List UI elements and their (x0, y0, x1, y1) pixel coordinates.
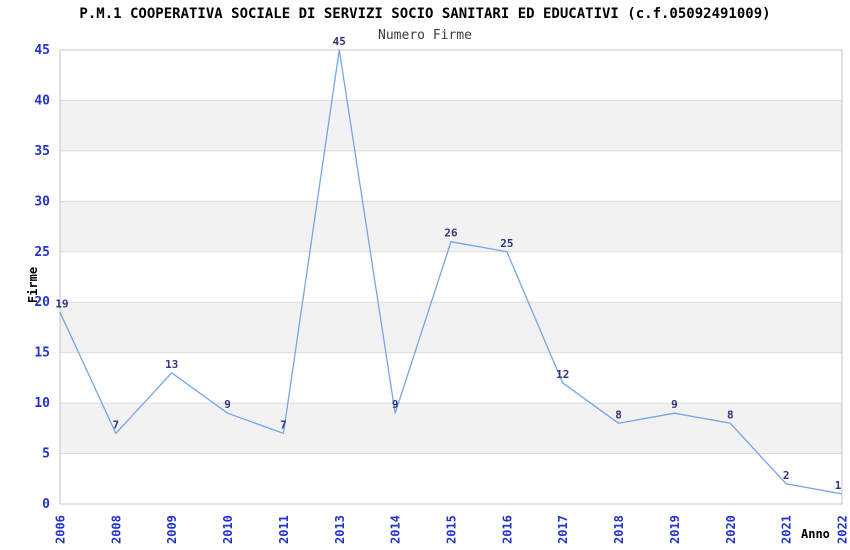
band-row (60, 403, 842, 454)
data-point-label: 8 (615, 408, 622, 421)
data-point-label: 8 (727, 408, 734, 421)
x-tick-label: 2022 (836, 515, 850, 544)
chart-title: P.M.1 COOPERATIVA SOCIALE DI SERVIZI SOC… (79, 6, 771, 22)
data-point-label: 9 (224, 398, 231, 411)
data-point-label: 7 (113, 418, 120, 431)
x-tick-label: 2015 (445, 515, 459, 544)
y-tick-label: 40 (34, 93, 50, 108)
data-line (59, 49, 843, 495)
y-tick-label: 10 (34, 396, 50, 411)
y-tick-label: 0 (42, 497, 50, 512)
y-tick-label: 5 (42, 447, 50, 462)
chart-subtitle: Numero Firme (378, 28, 472, 43)
data-point-label: 2 (783, 469, 790, 482)
x-tick-label: 2021 (780, 515, 794, 544)
data-point-label: 25 (500, 237, 513, 250)
x-tick-label: 2017 (556, 515, 570, 544)
data-point-label: 1 (835, 479, 842, 492)
band-row (60, 302, 842, 353)
data-point-label: 12 (556, 368, 569, 381)
y-tick-label: 15 (34, 346, 50, 361)
x-axis-title: Anno (801, 527, 830, 541)
x-tick-label: 2009 (165, 515, 179, 544)
x-tick-label: 2010 (221, 515, 235, 544)
data-point-label: 19 (55, 297, 68, 310)
data-point-label: 26 (444, 227, 458, 240)
y-tick-label: 20 (34, 295, 50, 310)
band-row (60, 100, 842, 151)
x-tick-label: 2011 (277, 515, 291, 544)
data-point-label: 45 (333, 35, 346, 48)
x-tick-label: 2019 (668, 515, 682, 544)
x-tick-label: 2013 (333, 515, 347, 544)
y-tick-label: 35 (34, 144, 50, 159)
data-point-label: 9 (392, 398, 399, 411)
x-tick-label: 2016 (500, 515, 514, 544)
plot-border (59, 49, 843, 505)
x-tick-label: 2014 (389, 515, 403, 544)
data-point-label: 13 (165, 358, 178, 371)
data-point-label: 7 (280, 418, 287, 431)
x-tick-label: 2006 (54, 515, 68, 544)
x-tick-label: 2018 (612, 515, 626, 544)
x-tick-label: 2008 (109, 515, 123, 544)
y-tick-label: 25 (34, 245, 50, 260)
y-tick-label: 45 (34, 43, 50, 58)
x-tick-label: 2020 (724, 515, 738, 544)
y-tick-label: 30 (34, 194, 50, 209)
data-point-label: 9 (671, 398, 678, 411)
